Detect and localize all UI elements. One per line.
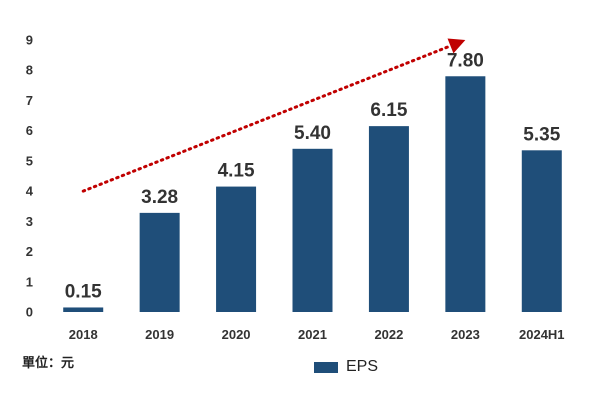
bar <box>63 307 104 312</box>
bar <box>292 148 333 312</box>
trend-arrow-line <box>81 44 452 193</box>
x-tick-label: 2023 <box>451 327 480 342</box>
data-label: 4.15 <box>218 161 255 182</box>
unit-note: 單位：元 <box>22 356 75 371</box>
x-tick-label: 2019 <box>145 327 174 342</box>
y-tick-label: 1 <box>26 274 33 289</box>
data-labels: 0.15 3.28 4.15 5.40 6.15 7.80 5.35 <box>65 50 561 302</box>
x-tick-label: 2021 <box>298 327 327 342</box>
y-tick-label: 0 <box>26 305 33 320</box>
x-tick-label: 2020 <box>222 327 251 342</box>
data-label: 5.40 <box>294 123 331 144</box>
y-tick-label: 7 <box>26 93 33 108</box>
legend-swatch <box>314 361 338 373</box>
y-tick-label: 9 <box>26 33 33 48</box>
bar <box>139 212 180 312</box>
x-axis: 2018 2019 2020 2021 2022 2023 2024H1 <box>69 327 565 342</box>
y-tick-label: 5 <box>26 153 33 168</box>
x-tick-label: 2024H1 <box>519 327 565 342</box>
data-label: 7.80 <box>447 50 484 71</box>
data-label: 6.15 <box>370 100 407 121</box>
legend-label: EPS <box>346 358 379 375</box>
x-tick-label: 2018 <box>69 327 98 342</box>
x-tick-label: 2022 <box>374 327 403 342</box>
legend: EPS <box>314 358 378 376</box>
bar <box>521 150 562 312</box>
y-tick-label: 4 <box>26 184 34 199</box>
y-tick-label: 6 <box>26 123 33 138</box>
y-axis: 0 1 2 3 4 5 6 7 8 9 <box>26 33 34 320</box>
y-tick-label: 8 <box>26 63 33 78</box>
data-label: 3.28 <box>141 187 178 208</box>
bar <box>445 76 486 313</box>
bar <box>368 126 409 312</box>
bars <box>63 76 562 313</box>
trend-arrow-head <box>447 38 466 54</box>
bar <box>216 186 257 312</box>
data-label: 5.35 <box>523 124 560 145</box>
data-label: 0.15 <box>65 281 102 302</box>
trend-annotation <box>81 38 466 193</box>
y-tick-label: 3 <box>26 214 33 229</box>
y-tick-label: 2 <box>26 244 33 259</box>
